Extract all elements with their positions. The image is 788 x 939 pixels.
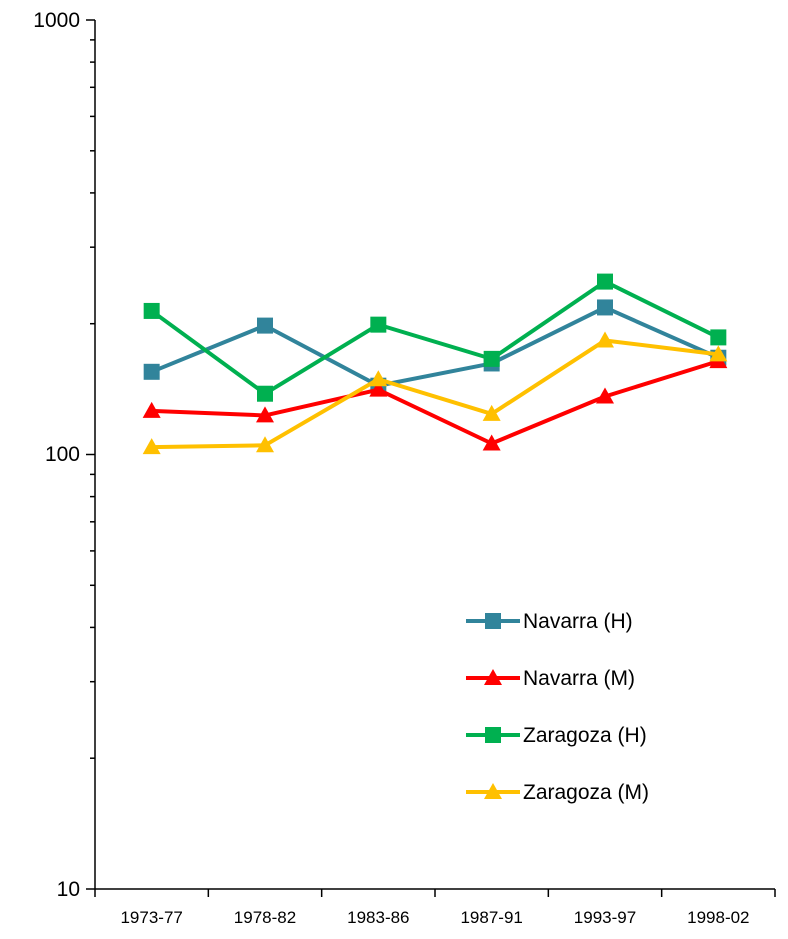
x-axis-tick-labels: 1973-77 1978-82 1983-86 1987-91 1993-97 1998-…: [120, 908, 749, 927]
x-tick-label: 1978-82: [234, 908, 296, 927]
legend-swatch-marker: [484, 669, 502, 685]
data-point-marker: [482, 404, 501, 421]
series-3: [142, 331, 728, 455]
data-point-marker: [597, 299, 613, 316]
data-point-marker: [142, 438, 161, 455]
data-point-marker: [142, 401, 161, 418]
data-point-marker: [596, 331, 614, 348]
y-tick-label-1000: 1000: [33, 9, 80, 32]
chart-axes: [94, 20, 775, 890]
y-axis-tick-labels: 1000 100 10: [33, 9, 80, 901]
legend-swatch-marker: [484, 783, 502, 799]
legend-item: Navarra (M): [466, 667, 635, 690]
legend-swatch-marker: [485, 727, 501, 743]
data-point-marker: [482, 434, 501, 451]
legend-label: Navarra (M): [523, 667, 635, 690]
series-layer: [142, 273, 728, 455]
legend-item: Navarra (H): [466, 610, 633, 633]
data-point-marker: [256, 406, 274, 423]
data-point-marker: [710, 329, 727, 346]
data-point-marker: [257, 385, 273, 402]
data-point-marker: [256, 436, 274, 453]
series-line: [150, 279, 720, 396]
data-point-marker: [369, 370, 388, 387]
data-point-marker: [596, 387, 614, 404]
x-tick-label: 1993-97: [574, 908, 636, 927]
y-tick-label-100: 100: [45, 443, 80, 466]
legend: Navarra (H) Navarra (M) Zaragoza (H) Zarago…: [466, 610, 649, 804]
legend-item: Zaragoza (H): [466, 724, 647, 747]
series-line: [151, 338, 719, 450]
data-point-marker: [483, 350, 500, 367]
y-tick-label-10: 10: [57, 878, 80, 901]
legend-swatch-marker: [485, 613, 501, 629]
data-point-marker: [709, 345, 728, 362]
series-line: [151, 359, 719, 446]
legend-label: Zaragoza (M): [523, 781, 649, 804]
data-point-marker: [369, 380, 388, 397]
data-point-marker: [597, 273, 613, 290]
data-point-marker: [143, 302, 160, 319]
legend-label: Navarra (H): [523, 610, 633, 633]
legend-label: Zaragoza (H): [523, 724, 647, 747]
legend-item: Zaragoza (M): [466, 781, 649, 804]
data-point-marker: [143, 363, 160, 380]
x-axis-ticks: [94, 889, 776, 897]
series-2: [143, 273, 727, 402]
x-tick-label: 1998-02: [687, 908, 749, 927]
data-point-marker: [257, 317, 273, 334]
x-tick-label: 1987-91: [460, 908, 522, 927]
y-axis-ticks: [86, 19, 95, 890]
x-tick-label: 1983-86: [347, 908, 409, 927]
data-point-marker: [370, 316, 387, 333]
series-line: [150, 305, 720, 388]
x-tick-label: 1973-77: [120, 908, 182, 927]
